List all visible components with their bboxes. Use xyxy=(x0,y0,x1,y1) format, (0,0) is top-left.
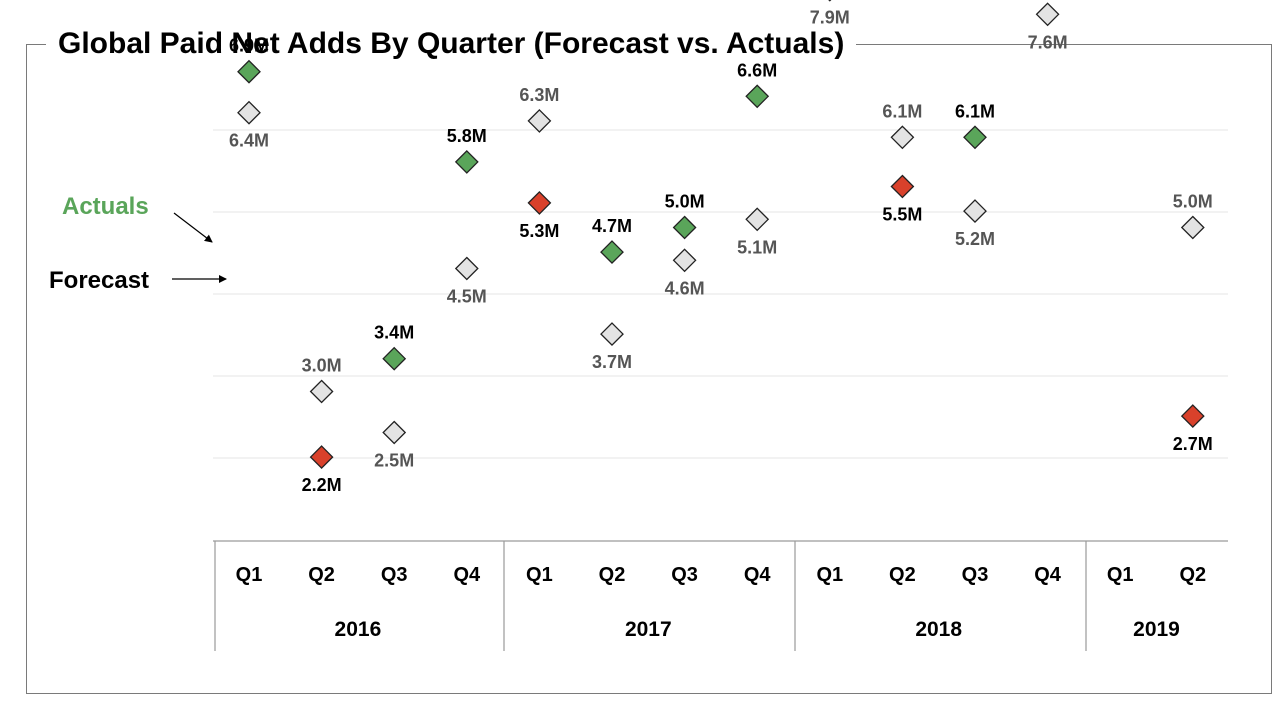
x-tick-label: Q1 xyxy=(236,564,263,586)
actual-marker xyxy=(600,240,624,265)
forecast-data-label: 5.1M xyxy=(737,237,777,257)
actual-data-label: 5.8M xyxy=(447,126,487,146)
forecast-marker xyxy=(963,199,987,224)
forecast-marker xyxy=(1035,2,1060,27)
actual-marker xyxy=(382,346,407,371)
forecast-data-label: 6.3M xyxy=(519,85,559,105)
forecast-marker xyxy=(309,379,334,404)
forecast-marker xyxy=(237,100,261,125)
forecast-data-label: 5.2M xyxy=(955,229,995,249)
actual-data-label: 5.0M xyxy=(665,192,705,212)
x-tick-label: Q3 xyxy=(671,564,698,586)
x-tick-label: Q2 xyxy=(599,564,626,586)
forecast-data-label: 7.9M xyxy=(810,8,850,28)
forecast-marker xyxy=(890,125,915,150)
forecast-data-label: 6.1M xyxy=(882,101,922,121)
chart-title: Global Paid Net Adds By Quarter (Forecas… xyxy=(46,22,857,66)
actual-data-label: 2.2M xyxy=(302,475,342,495)
x-tick-label: Q2 xyxy=(1179,564,1206,586)
forecast-data-label: 4.5M xyxy=(447,287,487,307)
year-label: 2018 xyxy=(915,618,962,641)
x-tick-label: Q1 xyxy=(816,564,843,586)
x-tick-label: Q3 xyxy=(381,564,408,586)
x-tick-label: Q1 xyxy=(1107,564,1134,586)
actual-marker xyxy=(527,190,552,215)
forecast-marker xyxy=(454,256,479,281)
actual-marker xyxy=(309,445,334,470)
year-label: 2019 xyxy=(1133,618,1180,641)
x-tick-label: Q1 xyxy=(526,564,553,586)
x-tick-label: Q3 xyxy=(962,564,989,586)
actual-data-label: 6.6M xyxy=(737,60,777,80)
forecast-marker xyxy=(745,207,770,232)
forecast-marker xyxy=(828,0,832,2)
forecast-marker xyxy=(1180,215,1205,240)
actual-marker xyxy=(1180,404,1205,429)
legend-actuals-label: Actuals xyxy=(62,193,149,220)
actual-data-label: 5.5M xyxy=(882,205,922,225)
actual-marker xyxy=(745,84,770,109)
actual-data-label: 3.4M xyxy=(374,323,414,343)
forecast-data-label: 3.7M xyxy=(592,352,632,372)
actual-data-label: 6.1M xyxy=(955,101,995,121)
forecast-marker xyxy=(382,420,407,445)
x-tick-label: Q4 xyxy=(453,564,481,586)
x-tick-label: Q2 xyxy=(308,564,335,586)
actual-marker xyxy=(237,59,261,84)
forecast-data-label: 7.6M xyxy=(1028,32,1068,52)
forecast-data-label: 6.4M xyxy=(229,131,269,151)
actual-marker xyxy=(890,174,915,199)
legend: Actuals Forecast xyxy=(49,193,227,294)
forecast-data-label: 2.5M xyxy=(374,451,414,471)
x-tick-label: Q2 xyxy=(889,564,916,586)
actual-data-label: 5.3M xyxy=(519,221,559,241)
actual-data-label: 6.9M xyxy=(229,36,269,56)
forecast-marker xyxy=(527,108,552,133)
year-label: 2017 xyxy=(625,618,672,641)
forecast-marker xyxy=(600,322,624,347)
actual-marker xyxy=(672,215,697,240)
x-axis: Q1 Q2 Q3 Q4 2016 Q1 Q2 Q3 Q4 2017 Q1 Q2 Q3 Q4 2018 Q1 Q2… xyxy=(213,540,1228,651)
forecast-data-label: 3.0M xyxy=(302,356,342,376)
data-points: 6.9M 6.4M 3.0M 2.2M 3.4M 2.5M 5.8M 4.5M 6.3M 5.3M… xyxy=(229,0,1213,495)
legend-actuals-arrow xyxy=(173,212,213,243)
legend-forecast-label: Forecast xyxy=(49,267,149,294)
x-tick-label: Q4 xyxy=(1034,564,1062,586)
actual-data-label: 4.7M xyxy=(592,216,632,236)
forecast-data-label: 5.0M xyxy=(1173,192,1213,212)
actual-data-label: 2.7M xyxy=(1173,434,1213,454)
forecast-marker xyxy=(672,248,697,273)
forecast-data-label: 4.6M xyxy=(665,278,705,298)
actual-marker xyxy=(963,125,987,150)
gridlines xyxy=(213,129,1228,459)
x-tick-label: Q4 xyxy=(744,564,772,586)
actual-marker xyxy=(454,149,479,174)
year-label: 2016 xyxy=(335,618,382,641)
